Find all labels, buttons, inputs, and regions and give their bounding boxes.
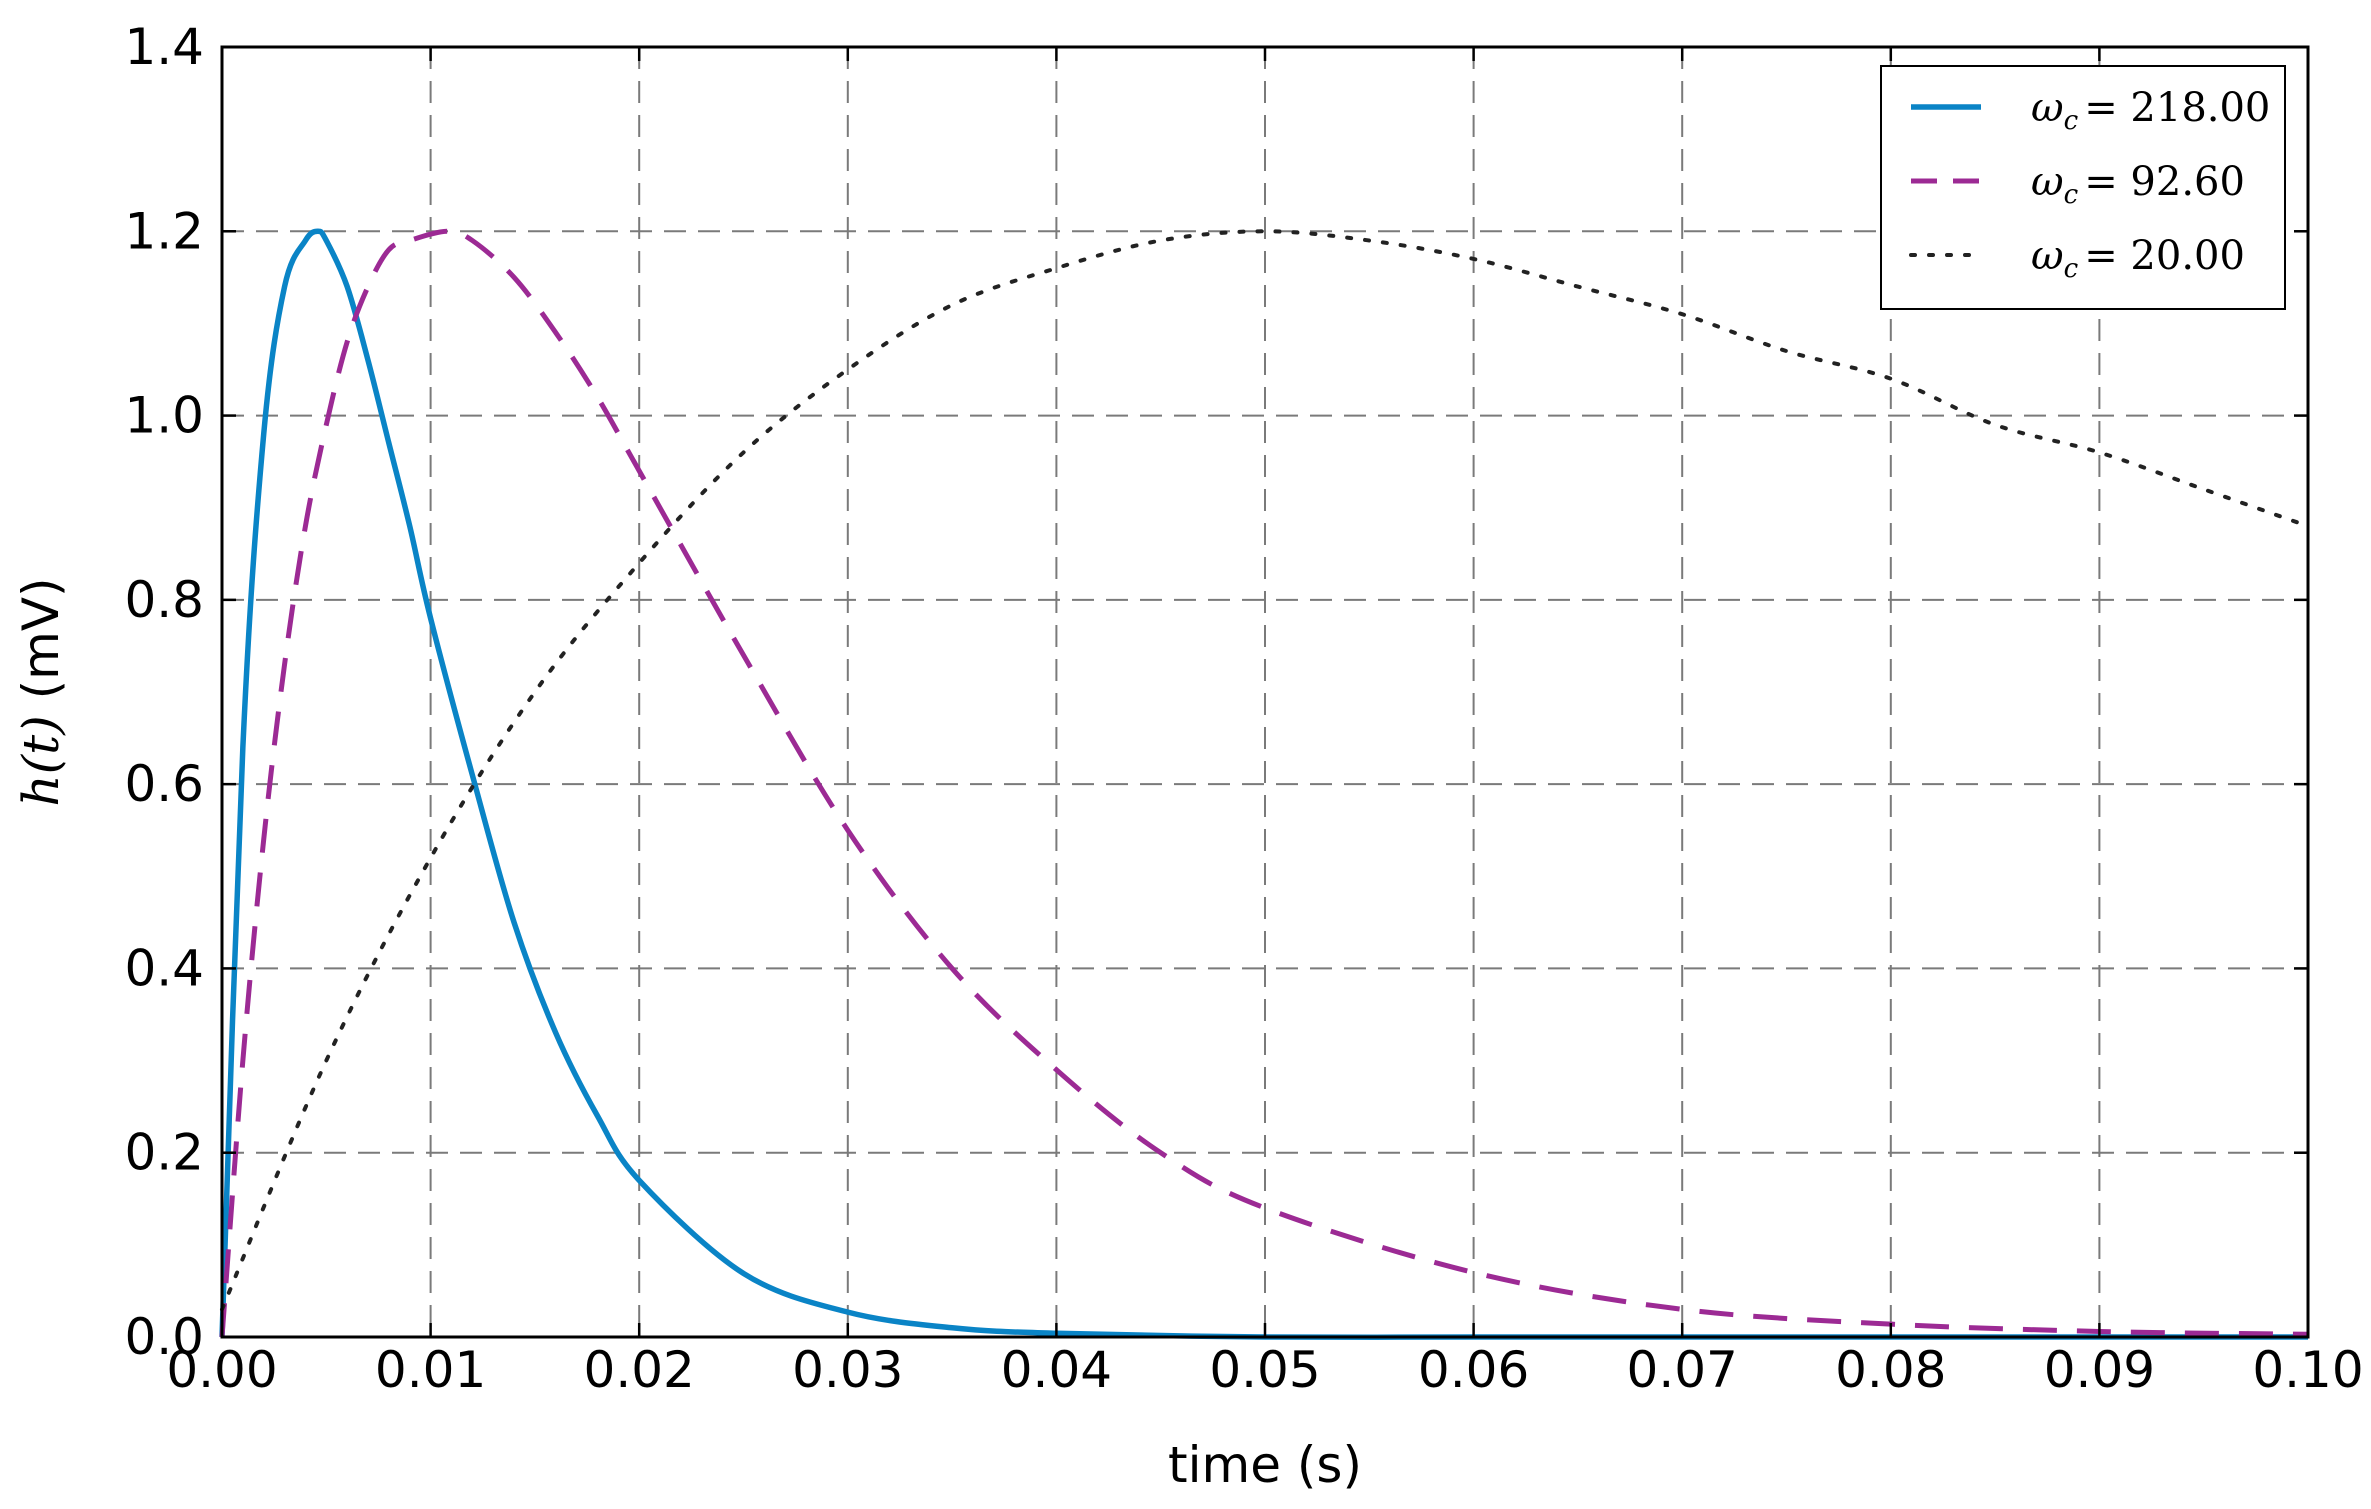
x-tick-label: 0.04 bbox=[1001, 1341, 1112, 1399]
x-tick-label: 0.10 bbox=[2252, 1341, 2363, 1399]
x-tick-label: 0.00 bbox=[166, 1341, 277, 1399]
y-tick-label: 1.4 bbox=[124, 18, 204, 76]
x-tick-label: 0.03 bbox=[792, 1341, 903, 1399]
y-tick-label: 1.0 bbox=[124, 387, 204, 445]
y-axis-label: h(t) (mV) bbox=[12, 577, 70, 806]
legend-label-3: ωc = 20.00 bbox=[2031, 233, 2245, 284]
legend-symbol: ω bbox=[2031, 233, 2064, 279]
legend-value: = 92.60 bbox=[2084, 159, 2245, 205]
series-line-3 bbox=[220, 229, 2310, 1312]
legend-subscript: c bbox=[2064, 106, 2079, 136]
y-tick-label: 0.4 bbox=[124, 939, 204, 997]
legend-symbol: ω bbox=[2031, 85, 2064, 131]
y-axis-label-function: h(t) bbox=[12, 715, 70, 806]
series-line-2 bbox=[219, 228, 2309, 1338]
x-tick-label: 0.01 bbox=[375, 1341, 486, 1399]
tick-labels: 0.00 0.01 0.02 0.03 0.04 0.05 0.06 0.07 0.08 0.09… bbox=[124, 18, 2363, 1399]
legend-label-2: ωc = 92.60 bbox=[2031, 159, 2245, 210]
y-tick-label: 0.0 bbox=[124, 1308, 204, 1366]
legend-value: = 20.00 bbox=[2084, 233, 2245, 279]
y-axis-label-unit: (mV) bbox=[12, 577, 70, 715]
legend-subscript: c bbox=[2064, 180, 2079, 210]
y-tick-label: 0.8 bbox=[124, 571, 204, 629]
x-tick-label: 0.08 bbox=[1835, 1341, 1946, 1399]
x-tick-label: 0.02 bbox=[584, 1341, 695, 1399]
x-axis-label: time (s) bbox=[1168, 1436, 1362, 1494]
legend-subscript: c bbox=[2064, 254, 2079, 284]
y-tick-label: 0.6 bbox=[124, 755, 204, 813]
legend-value: = 218.00 bbox=[2084, 85, 2270, 131]
x-tick-label: 0.06 bbox=[1418, 1341, 1529, 1399]
y-tick-label: 1.2 bbox=[124, 202, 204, 260]
axis-ticks bbox=[220, 45, 2310, 1339]
legend-symbol: ω bbox=[2031, 159, 2064, 205]
x-tick-label: 0.07 bbox=[1627, 1341, 1738, 1399]
x-tick-label: 0.05 bbox=[1209, 1341, 1320, 1399]
x-tick-label: 0.09 bbox=[2044, 1341, 2155, 1399]
legend-label-1: ωc = 218.00 bbox=[2031, 85, 2270, 136]
y-tick-label: 0.2 bbox=[124, 1124, 204, 1182]
